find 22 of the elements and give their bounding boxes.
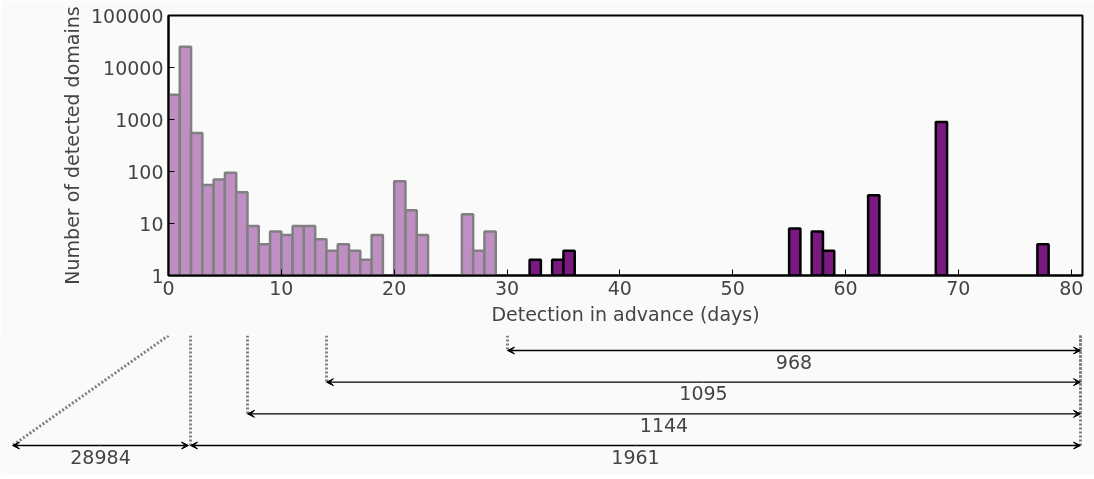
- y-tick-label: 10: [139, 212, 164, 235]
- y-tick-label: 1: [151, 264, 164, 287]
- text: 28984: [70, 445, 131, 468]
- text: 1095: [679, 382, 728, 405]
- x-tick-label: 60: [833, 276, 858, 299]
- x-tick-label: 30: [494, 276, 520, 299]
- text: 1961: [611, 445, 660, 468]
- text: 968: [775, 350, 813, 373]
- y-tick-label: 100000: [90, 4, 164, 27]
- y-tick-label: 100: [127, 160, 164, 183]
- x-tick-label: 50: [720, 276, 745, 299]
- y-axis-title: Number of detected domains: [60, 6, 83, 285]
- x-tick-label: 10: [269, 276, 294, 299]
- x-tick-label: 0: [162, 276, 175, 299]
- x-tick-label: 80: [1059, 276, 1084, 299]
- x-tick-label: 70: [946, 276, 971, 299]
- y-tick-label: 1000: [115, 108, 164, 131]
- x-axis-title: Detection in advance (days): [491, 302, 760, 325]
- text: 1144: [639, 413, 689, 436]
- x-tick-label: 40: [607, 276, 632, 299]
- y-tick-label: 10000: [103, 56, 164, 79]
- x-tick-label: 20: [382, 276, 407, 299]
